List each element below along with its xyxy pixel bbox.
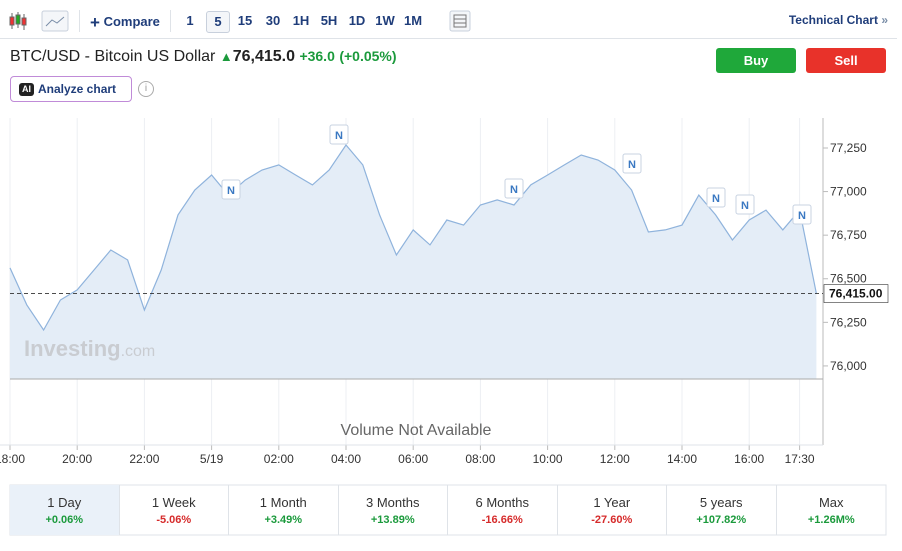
watermark-brand: Investing (24, 336, 121, 361)
volume-note: Volume Not Available (341, 422, 492, 439)
period-cell[interactable]: 1 Month +3.49% (229, 485, 339, 535)
y-tick-label: 76,750 (830, 228, 867, 242)
period-change: +107.82% (696, 514, 747, 526)
interval-button[interactable]: 1H (292, 13, 310, 28)
period-cell[interactable]: 5 years +107.82% (667, 485, 777, 535)
news-marker-label: N (227, 185, 235, 197)
period-change: +0.06% (45, 514, 84, 526)
change-pct: (+0.05%) (339, 48, 397, 64)
y-tick-label: 76,000 (830, 359, 867, 373)
period-name: Max (818, 495, 844, 510)
compare-button[interactable]: + Compare (90, 13, 160, 32)
period-change: +1.26M% (807, 514, 855, 526)
x-tick-label: 16:00 (734, 452, 764, 466)
x-tick-label: 12:00 (600, 452, 630, 466)
price-area (10, 145, 817, 379)
y-tick-label: 76,500 (830, 272, 867, 286)
news-marker-label: N (628, 159, 636, 171)
watermark-domain: .com (121, 343, 156, 360)
separator (170, 10, 171, 32)
period-cell[interactable]: 1 Day +0.06% (10, 485, 120, 535)
news-marker (504, 178, 524, 199)
buy-button[interactable]: Buy (716, 48, 796, 73)
period-name: 6 Months (475, 495, 529, 510)
period-name: 1 Month (259, 495, 307, 510)
x-tick-label: 22:00 (129, 452, 159, 466)
instrument-title: BTC/USD - Bitcoin US Dollar (10, 48, 216, 65)
sell-button[interactable]: Sell (806, 48, 886, 73)
news-marker (706, 187, 726, 208)
x-tick-label: 14:00 (667, 452, 697, 466)
x-tick-label: 04:00 (331, 452, 361, 466)
news-marker-label: N (798, 210, 806, 222)
period-cell[interactable]: 1 Year -27.60% (558, 485, 667, 535)
period-change: +13.89% (370, 514, 415, 526)
analyze-label: Analyze chart (38, 82, 117, 96)
analyze-chart-button[interactable]: AI Analyze chart (10, 76, 132, 102)
interval-button[interactable]: 1M (403, 13, 423, 28)
period-change: -16.66% (481, 514, 523, 526)
period-name: 1 Year (593, 495, 631, 510)
interval-button[interactable]: 1D (348, 13, 366, 28)
period-name: 5 years (699, 495, 743, 510)
layout-icon[interactable] (449, 10, 471, 32)
last-price-label: 76,415.00 (829, 287, 883, 301)
x-tick-label: 10:00 (533, 452, 563, 466)
instrument-header: BTC/USD - Bitcoin US Dollar ▲76,415.0 +3… (10, 48, 397, 65)
y-tick-label: 77,000 (830, 185, 867, 199)
separator (79, 10, 80, 32)
x-tick-label: 06:00 (398, 452, 428, 466)
period-cell[interactable]: 6 Months -16.66% (448, 485, 558, 535)
period-cell[interactable]: Max +1.26M% (777, 485, 887, 535)
x-tick-label: 20:00 (62, 452, 92, 466)
technical-chart-link[interactable]: Technical Chart » (788, 13, 888, 27)
ai-badge: AI (19, 83, 34, 96)
period-change: -27.60% (591, 514, 633, 526)
news-marker (735, 194, 755, 215)
technical-label: Technical Chart (788, 13, 878, 27)
change: +36.0 (299, 48, 335, 64)
interval-button[interactable]: 5 (206, 11, 230, 33)
y-tick-label: 76,250 (830, 315, 867, 329)
period-change: +3.49% (264, 514, 303, 526)
price: 76,415.0 (232, 48, 295, 65)
toolbar-icons[interactable] (8, 10, 78, 32)
watermark: Investing.com (24, 336, 155, 361)
news-marker-label: N (510, 184, 518, 196)
last-price-box (823, 284, 889, 303)
interval-button[interactable]: 1W (375, 13, 395, 28)
news-marker (221, 179, 241, 200)
interval-button[interactable]: 15 (237, 13, 253, 28)
compare-label: Compare (103, 14, 160, 29)
period-name: 1 Day (47, 495, 82, 510)
x-tick-label: 17:30 (785, 452, 815, 466)
x-tick-label: 08:00 (465, 452, 495, 466)
x-tick-label: 18:00 (0, 452, 25, 466)
toolbar-divider (0, 38, 897, 39)
period-cell[interactable]: 1 Week -5.06% (120, 485, 229, 535)
interval-button[interactable]: 5H (320, 13, 338, 28)
interval-button[interactable]: 1 (186, 13, 194, 28)
period-cell[interactable]: 3 Months +13.89% (339, 485, 448, 535)
news-marker (792, 204, 812, 225)
x-tick-label: 5/19 (200, 452, 224, 466)
price-line (9, 144, 817, 332)
period-name: 1 Week (151, 495, 196, 510)
period-name: 3 Months (366, 495, 420, 510)
news-marker-label: N (712, 193, 720, 205)
news-marker-label: N (335, 130, 343, 142)
news-marker (622, 153, 642, 174)
news-marker-label: N (741, 200, 749, 212)
x-tick-label: 02:00 (264, 452, 294, 466)
news-marker (329, 124, 349, 145)
info-icon[interactable]: i (138, 81, 154, 97)
period-change: -5.06% (156, 514, 192, 526)
y-tick-label: 77,250 (830, 141, 867, 155)
interval-button[interactable]: 30 (265, 13, 281, 28)
